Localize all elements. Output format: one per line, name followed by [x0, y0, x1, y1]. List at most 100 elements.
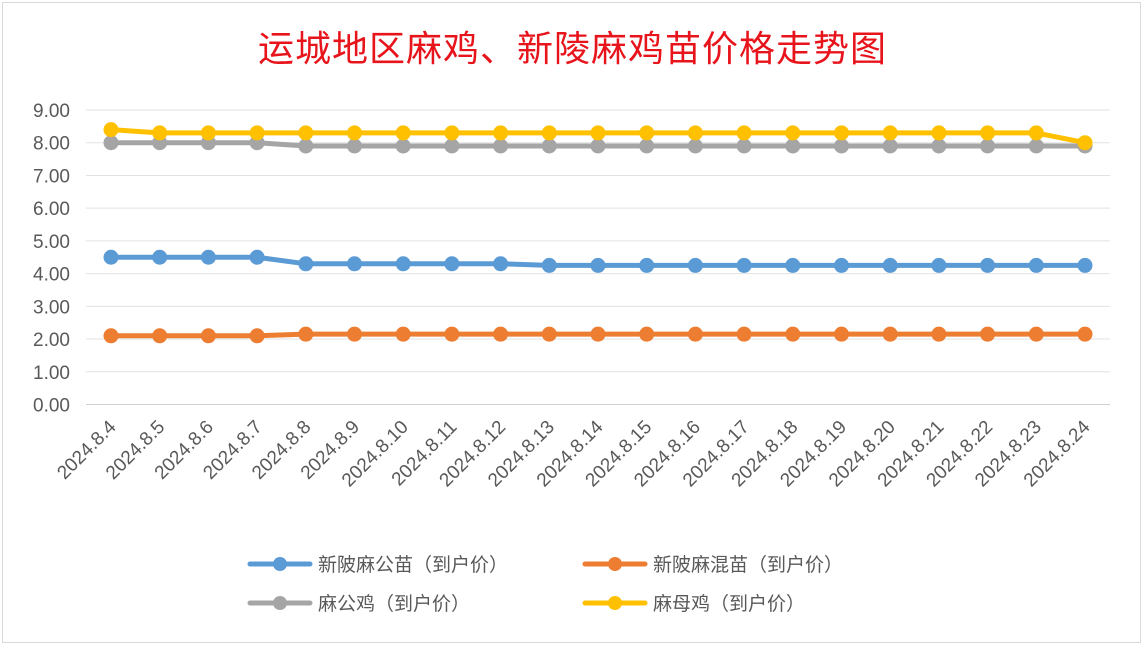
legend-label: 麻公鸡（到户价） — [318, 593, 470, 615]
data-point — [347, 125, 362, 141]
data-point — [639, 326, 655, 342]
data-point — [298, 256, 314, 272]
y-tick-label: 6.00 — [33, 199, 70, 220]
data-point — [249, 249, 265, 265]
legend-label: 麻母鸡（到户价） — [653, 593, 805, 615]
data-point — [980, 326, 996, 342]
data-point — [931, 257, 947, 273]
data-point — [103, 135, 119, 151]
legend-item: 新陂麻混苗（到户价） — [582, 554, 843, 576]
y-tick-label: 8.00 — [33, 134, 70, 155]
data-point — [736, 326, 752, 342]
legend: 新陂麻公苗（到户价） 新陂麻混苗（到户价） 麻公鸡（到户价） 麻母鸡（到户价） — [247, 554, 843, 615]
y-tick-label: 4.00 — [33, 265, 70, 286]
data-point — [493, 125, 509, 141]
data-point — [590, 138, 606, 154]
data-point — [1028, 257, 1044, 273]
data-point — [347, 138, 362, 154]
data-point — [882, 257, 898, 273]
series — [103, 326, 1093, 344]
data-point — [395, 256, 411, 272]
legend-marker — [273, 596, 287, 610]
data-point — [882, 138, 898, 154]
y-tick-label: 2.00 — [33, 330, 70, 351]
data-point — [980, 138, 996, 154]
data-point — [980, 257, 996, 273]
data-point — [298, 125, 314, 141]
data-point — [639, 138, 655, 154]
data-point — [395, 138, 411, 154]
data-point — [1028, 125, 1044, 141]
data-point — [590, 125, 606, 141]
legend-marker — [608, 557, 622, 571]
data-point — [444, 125, 460, 141]
data-point — [249, 125, 265, 141]
data-point — [639, 257, 655, 273]
data-point — [493, 256, 509, 272]
series — [103, 249, 1093, 273]
data-point — [347, 256, 362, 272]
data-point — [980, 125, 996, 141]
data-point — [736, 138, 752, 154]
y-tick-label: 0.00 — [33, 396, 70, 417]
data-point — [152, 125, 168, 141]
data-point — [834, 326, 849, 342]
data-point — [200, 125, 216, 141]
data-point — [200, 328, 216, 344]
data-point — [249, 328, 265, 344]
data-point — [541, 257, 557, 273]
y-tick-label: 7.00 — [33, 166, 70, 187]
data-point — [444, 138, 460, 154]
data-point — [882, 326, 898, 342]
data-point — [541, 326, 557, 342]
data-point — [590, 326, 606, 342]
data-point — [785, 257, 801, 273]
data-point — [834, 257, 849, 273]
data-point — [736, 125, 752, 141]
data-point — [639, 125, 655, 141]
legend-item: 麻母鸡（到户价） — [582, 593, 805, 615]
data-point — [347, 326, 362, 342]
data-point — [687, 138, 703, 154]
data-point — [882, 125, 898, 141]
data-point — [834, 125, 849, 141]
data-point — [541, 138, 557, 154]
data-point — [931, 125, 947, 141]
data-point — [541, 125, 557, 141]
data-point — [785, 125, 801, 141]
y-tick-label: 1.00 — [33, 363, 70, 384]
data-point — [103, 328, 119, 344]
data-point — [931, 326, 947, 342]
data-point — [1077, 135, 1093, 151]
data-point — [1077, 326, 1093, 342]
data-point — [1028, 138, 1044, 154]
data-point — [493, 138, 509, 154]
data-point — [736, 257, 752, 273]
data-point — [298, 138, 314, 154]
y-tick-label: 3.00 — [33, 297, 70, 318]
data-point — [687, 125, 703, 141]
data-point — [687, 326, 703, 342]
data-point — [493, 326, 509, 342]
data-point — [395, 326, 411, 342]
chart-title: 运城地区麻鸡、新陵麻鸡苗价格走势图 — [257, 29, 887, 70]
data-point — [1077, 257, 1093, 273]
data-point — [152, 249, 168, 265]
data-point — [590, 257, 606, 273]
data-point — [103, 122, 119, 138]
series — [103, 122, 1093, 151]
legend-item: 麻公鸡（到户价） — [247, 593, 470, 615]
x-axis-ticks: 2024.8.42024.8.52024.8.62024.8.72024.8.8… — [53, 416, 1094, 491]
data-point — [298, 326, 314, 342]
data-point — [152, 328, 168, 344]
data-point — [444, 256, 460, 272]
y-axis-ticks: 0.00 1.00 2.00 3.00 4.00 5.00 6.00 7.00 8.00 9.00 — [33, 101, 70, 417]
legend-item: 新陂麻公苗（到户价） — [247, 554, 508, 576]
data-point — [687, 257, 703, 273]
data-point — [395, 125, 411, 141]
legend-label: 新陂麻公苗（到户价） — [318, 554, 508, 576]
data-point — [785, 138, 801, 154]
y-tick-label: 9.00 — [33, 101, 70, 122]
